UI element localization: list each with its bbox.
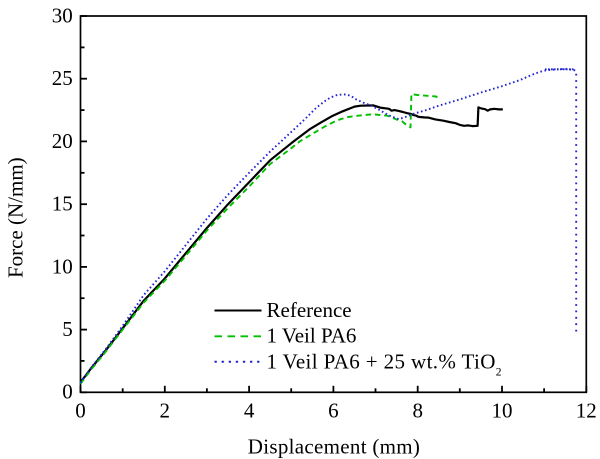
svg-text:6: 6 bbox=[328, 399, 339, 423]
svg-text:8: 8 bbox=[412, 399, 423, 423]
svg-text:4: 4 bbox=[244, 399, 255, 423]
svg-text:0: 0 bbox=[62, 380, 73, 404]
svg-text:25: 25 bbox=[52, 66, 73, 90]
svg-text:15: 15 bbox=[52, 192, 73, 216]
svg-text:10: 10 bbox=[52, 254, 73, 278]
svg-text:30: 30 bbox=[52, 3, 73, 27]
svg-text:Reference: Reference bbox=[267, 298, 352, 322]
svg-text:Force (N/mm): Force (N/mm) bbox=[4, 157, 28, 278]
svg-text:10: 10 bbox=[492, 399, 513, 423]
svg-text:2: 2 bbox=[160, 399, 171, 423]
svg-text:Displacement (mm): Displacement (mm) bbox=[248, 435, 420, 459]
svg-text:12: 12 bbox=[576, 399, 597, 423]
svg-text:5: 5 bbox=[62, 317, 73, 341]
svg-text:1 Veil PA6: 1 Veil PA6 bbox=[267, 324, 357, 348]
svg-text:20: 20 bbox=[52, 129, 73, 153]
svg-text:0: 0 bbox=[75, 399, 86, 423]
